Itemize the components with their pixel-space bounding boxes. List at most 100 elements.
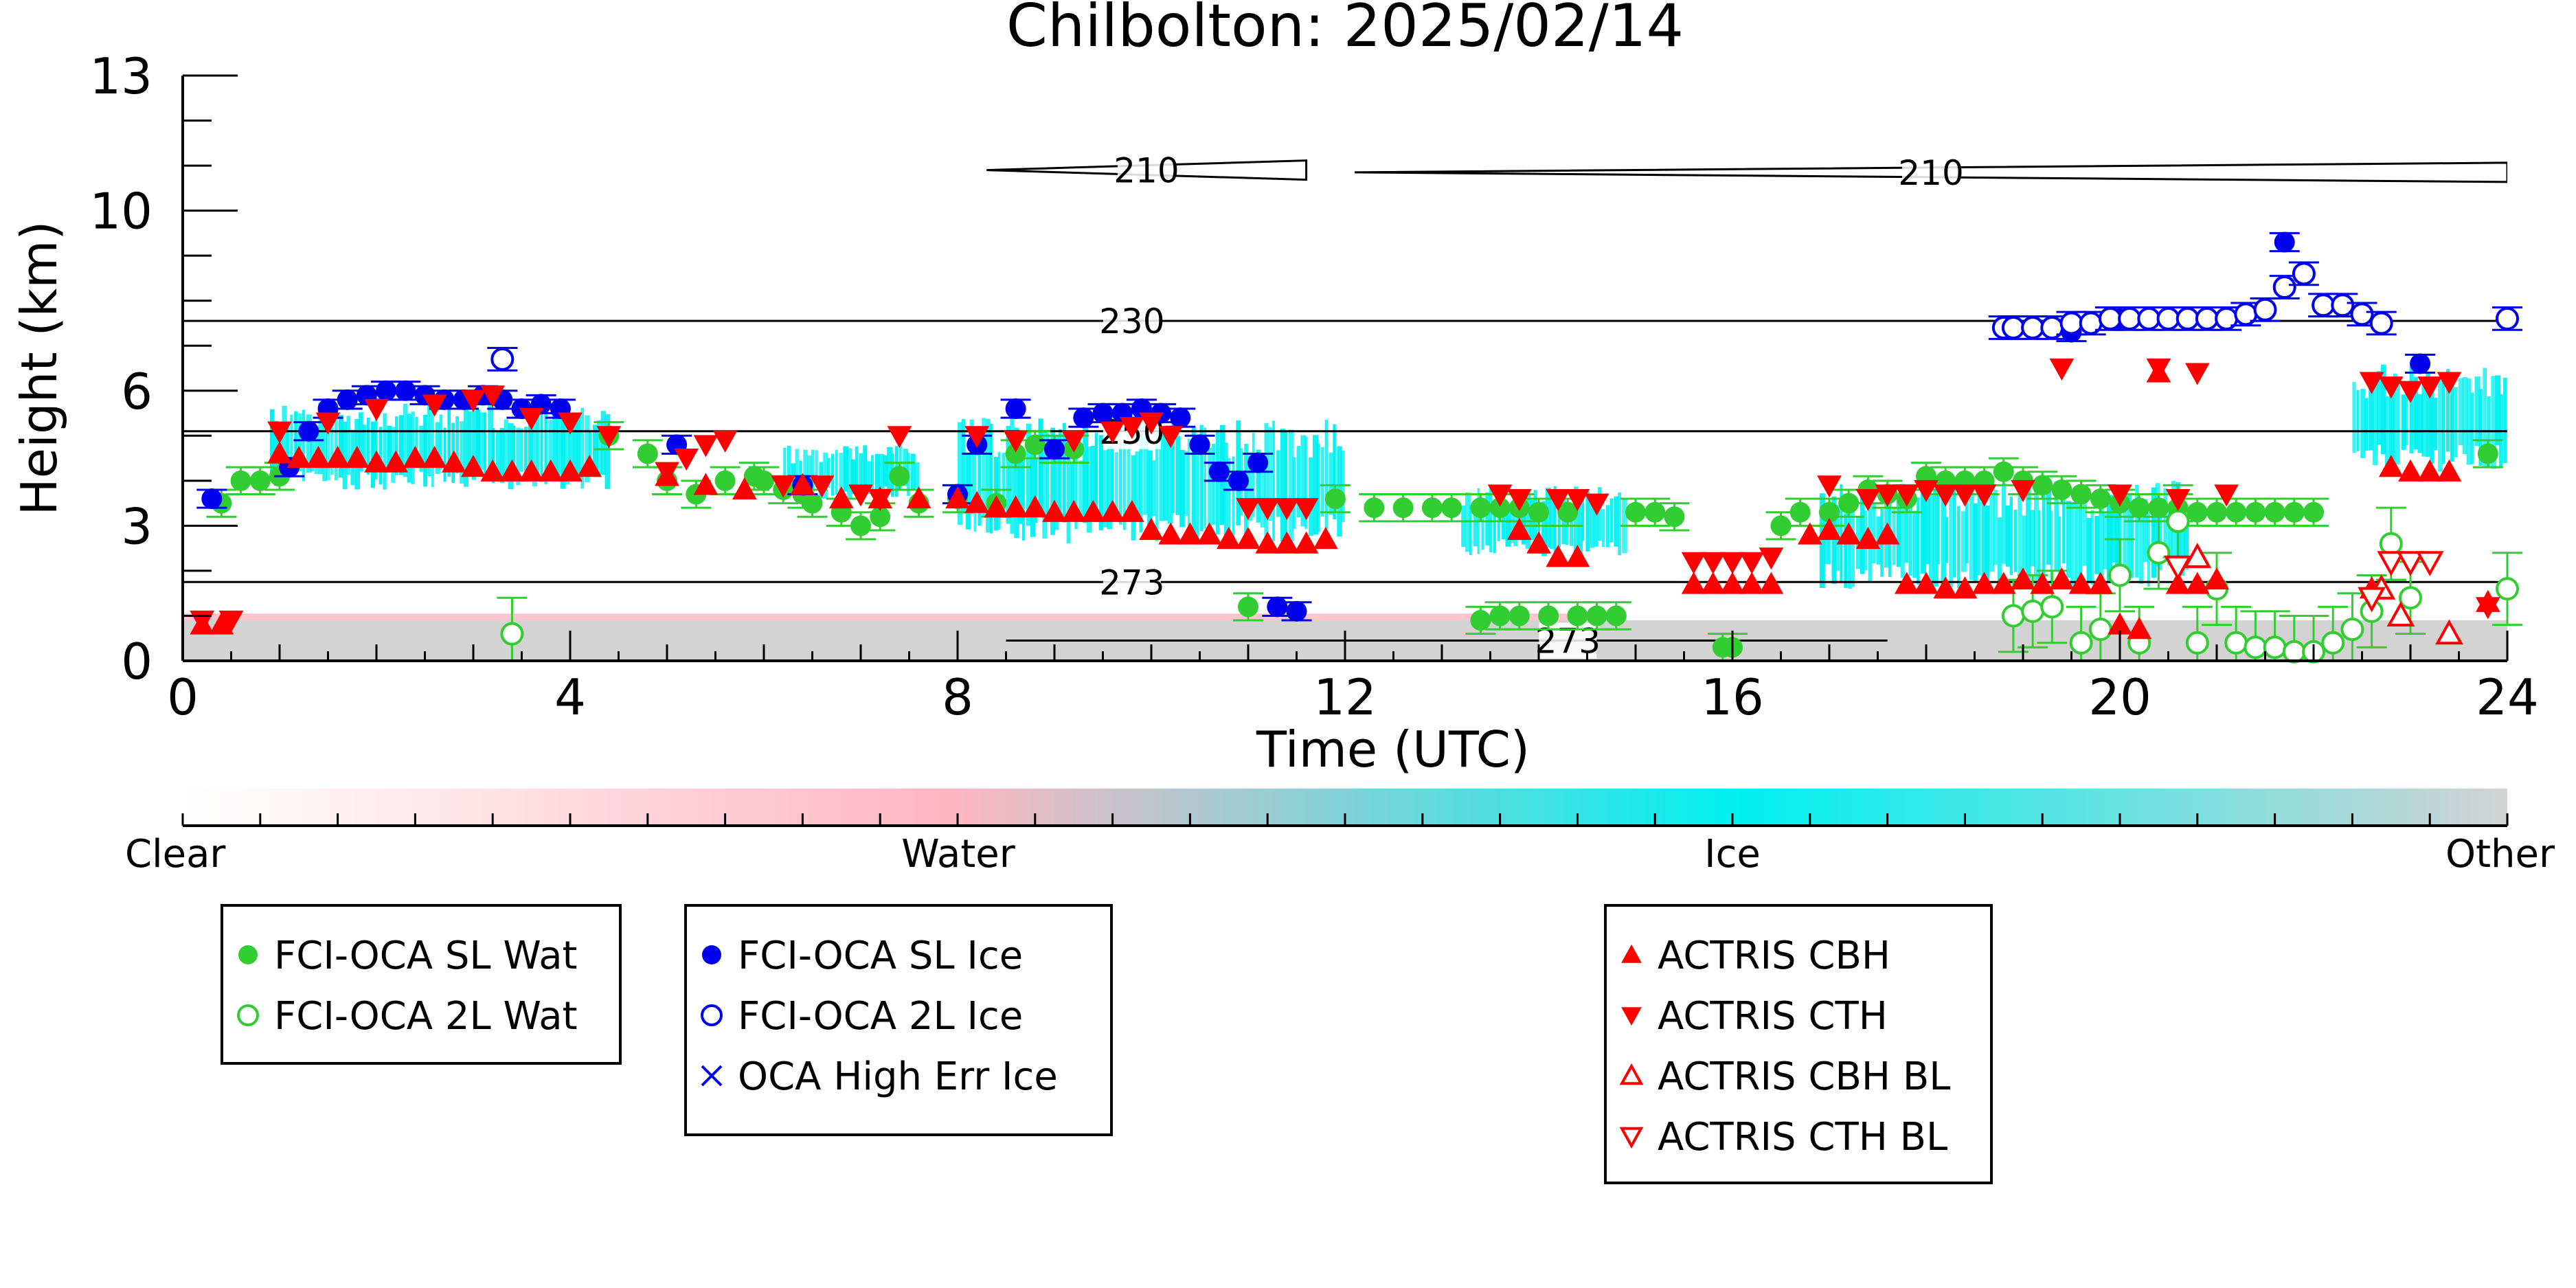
data-point-actris-cbh <box>1991 572 2016 594</box>
data-point-fci-oca-sl-wat <box>889 466 910 487</box>
legend-box-2: ACTRIS CBH ACTRIS CTH ACTRIS CBH BL ACTRIS … <box>1604 904 1993 1184</box>
x-tick-label: 20 <box>2088 668 2151 726</box>
legend-entry-fci-oca-sl-wat: FCI-OCA SL Wat <box>274 934 578 978</box>
legend-entry-actris-cth-bl: ACTRIS CTH BL <box>1658 1115 1947 1160</box>
data-point-actris-cth <box>809 475 835 498</box>
contour-label: 273 <box>1535 622 1601 662</box>
data-point-actris-cth <box>1100 421 1125 444</box>
data-point-actris-cth <box>1061 430 1087 453</box>
data-point-actris-cbh <box>1042 499 1067 522</box>
data-point-actris-cbh <box>2398 459 2423 482</box>
data-point-actris-cth <box>1952 484 1978 507</box>
data-point-fci-oca-2l-wat <box>2224 631 2248 655</box>
data-point-actris-cth <box>2378 376 2404 399</box>
data-point-actris-cbh <box>1933 576 1958 599</box>
legend-marker-oca-high-err-ice <box>701 1065 723 1087</box>
data-point-fci-oca-2l-ice <box>2021 316 2045 340</box>
legend-marker-actris-cbh <box>1621 944 1642 963</box>
legend-marker-actris-cbh-bl <box>1619 1063 1644 1085</box>
data-point-fci-oca-sl-ice <box>1170 407 1191 429</box>
data-point-fci-oca-sl-wat <box>2283 501 2305 523</box>
data-point-fci-oca-sl-wat <box>2051 479 2072 500</box>
contour-label: 210 <box>1114 151 1179 191</box>
data-point-actris-cbh <box>1836 522 1862 545</box>
data-point-actris-cbh <box>461 455 486 477</box>
data-point-actris-cbh <box>2030 572 2055 594</box>
data-point-fci-oca-sl-wat <box>2226 501 2247 523</box>
legend-box-0: FCI-OCA SL Wat FCI-OCA 2L Wat <box>221 904 622 1065</box>
data-point-actris-cth-bl <box>2164 555 2192 581</box>
data-point-actris-cth <box>693 435 719 457</box>
data-point-actris-cbh <box>2204 567 2229 590</box>
legend-entry-fci-oca-sl-ice: FCI-OCA SL Ice <box>738 934 1023 978</box>
data-point-fci-oca-sl-ice <box>376 380 397 401</box>
data-point-actris-cth <box>655 462 679 484</box>
data-point-actris-cth <box>848 484 873 507</box>
ice-region-4 <box>1819 480 2189 589</box>
data-point-actris-cbh <box>2011 567 2035 590</box>
data-point-actris-cbh <box>1003 495 1028 518</box>
data-point-actris-cbh <box>1526 531 1551 554</box>
x-tick-label: 0 <box>167 668 199 726</box>
data-point-fci-oca-2l-ice <box>2176 306 2200 330</box>
legend-entry-actris-cbh-bl: ACTRIS CBH BL <box>1658 1054 1950 1099</box>
data-point-actris-cbh <box>2049 567 2075 590</box>
data-point-actris-cth <box>1817 475 1842 498</box>
data-point-fci-oca-sl-ice <box>337 389 358 410</box>
legend-entry-fci-oca-2l-wat: FCI-OCA 2L Wat <box>274 994 578 1039</box>
data-point-actris-cbh <box>1081 499 1106 522</box>
y-tick-label: 0 <box>121 633 152 690</box>
data-point-fci-oca-2l-ice <box>2292 262 2316 286</box>
data-point-fci-oca-sl-wat <box>1392 497 1414 519</box>
data-point-fci-oca-2l-wat <box>2069 631 2093 655</box>
colorbar-label-clear: Clear <box>125 832 226 877</box>
series-fci-oca-2l-ice <box>487 261 2522 372</box>
data-point-actris-cbh <box>1506 517 1532 541</box>
data-point-fci-oca-sl-wat <box>1664 506 1685 528</box>
data-point-fci-oca-2l-ice <box>2253 297 2277 321</box>
data-point-fci-oca-sl-ice <box>1073 407 1094 429</box>
data-point-actris-cbh <box>441 450 466 473</box>
data-point-fci-oca-sl-wat <box>1789 501 1811 523</box>
data-point-fci-oca-2l-ice <box>2331 293 2355 317</box>
data-point-fci-oca-sl-wat <box>2477 443 2498 464</box>
data-point-actris-cth <box>2359 372 2384 394</box>
data-point-actris-cth <box>267 421 292 444</box>
data-point-fci-oca-2l-ice <box>2059 311 2083 335</box>
data-point-actris-cbh <box>2088 572 2113 594</box>
data-point-actris-cth <box>218 610 244 633</box>
legend-box-1: FCI-OCA SL Ice FCI-OCA 2L Ice OCA High Err… <box>684 904 1113 1136</box>
data-point-fci-oca-2l-wat <box>500 622 524 646</box>
data-point-actris-cbh <box>403 446 428 468</box>
contour-label: 273 <box>1099 563 1164 602</box>
data-point-actris-cth <box>1933 484 1958 507</box>
data-point-actris-cbh <box>693 473 719 495</box>
colorbar-labels: Clear Water Ice Other <box>125 832 2555 877</box>
data-point-actris-cbh <box>1100 499 1125 522</box>
data-point-fci-oca-sl-ice <box>201 488 223 510</box>
data-point-fci-oca-sl-wat <box>1557 501 1579 523</box>
data-point-fci-oca-sl-wat <box>714 470 736 491</box>
data-point-fci-oca-2l-wat <box>2001 604 2025 628</box>
data-point-fci-oca-sl-ice <box>1092 403 1114 424</box>
data-point-fci-oca-sl-ice <box>1208 461 1230 482</box>
data-point-actris-cbh <box>906 486 931 509</box>
data-point-actris-cbh <box>790 473 815 495</box>
data-point-fci-oca-2l-wat <box>2185 631 2209 655</box>
x-tick-label: 12 <box>1313 668 1377 726</box>
data-point-fci-oca-sl-wat <box>1528 501 1549 523</box>
data-point-actris-cbh <box>2417 459 2443 482</box>
data-point-actris-cth <box>2011 479 2035 502</box>
data-point-actris-cth <box>558 412 583 435</box>
data-point-fci-oca-sl-wat <box>2070 484 2092 505</box>
data-point-actris-cth-bl <box>2358 587 2386 613</box>
data-point-actris-cth <box>596 426 622 449</box>
data-point-fci-oca-sl-wat <box>850 515 871 536</box>
data-point-actris-cbh <box>828 486 854 509</box>
data-point-fci-oca-2l-wat <box>2147 541 2171 565</box>
data-point-fci-oca-sl-ice <box>1286 600 1307 622</box>
data-point-actris-cth-bl <box>2396 551 2425 576</box>
data-point-fci-oca-2l-wat <box>2108 563 2132 587</box>
data-point-actris-cth <box>771 475 796 498</box>
data-point-fci-oca-2l-wat <box>2340 618 2364 642</box>
